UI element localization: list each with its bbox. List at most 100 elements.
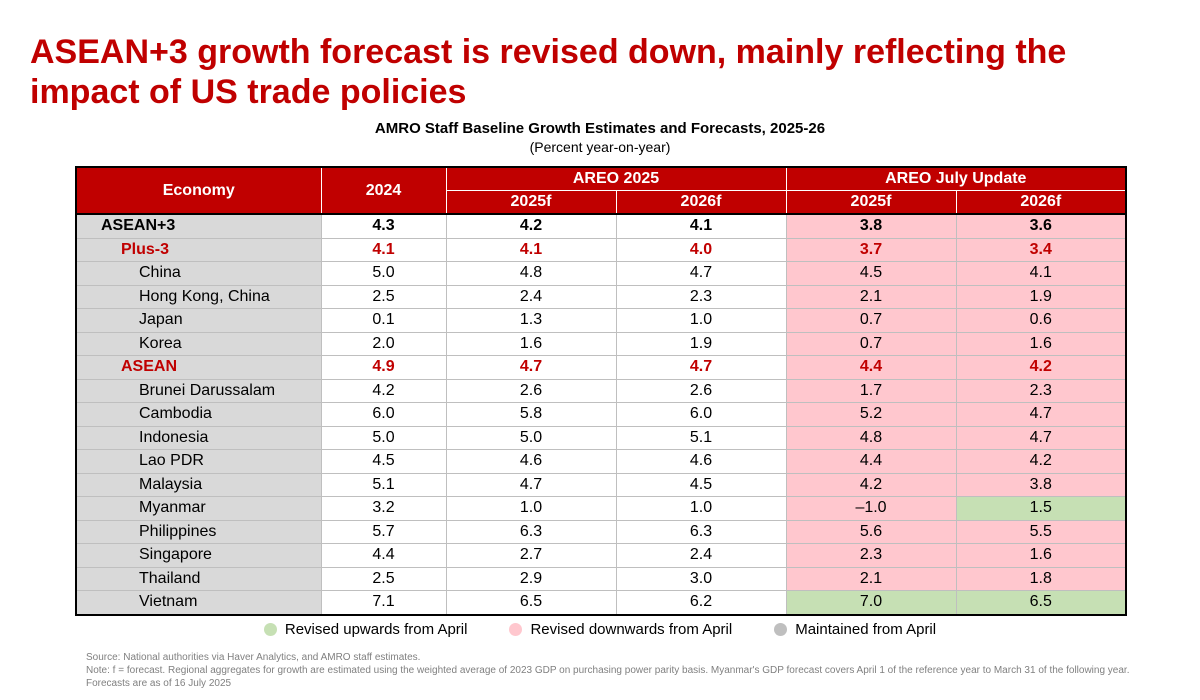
table-body: ASEAN+3 4.3 4.2 4.1 3.8 3.6 Plus-3 4.1 4.1 4.0 3.7… <box>75 213 1127 615</box>
value-u2025: 3.7 <box>785 237 957 262</box>
value-v2024: 4.3 <box>320 213 446 238</box>
value-v2024: 7.1 <box>320 590 446 615</box>
table-row: Singapore 4.4 2.7 2.4 2.3 1.6 <box>75 543 1127 567</box>
value-u2025: 5.2 <box>785 402 957 426</box>
value-u2026: 4.1 <box>955 261 1127 285</box>
value-u2026: 3.8 <box>955 472 1127 497</box>
value-u2026: 4.2 <box>955 449 1127 473</box>
value-v2024: 4.4 <box>320 543 446 567</box>
value-a2025: 1.6 <box>445 331 616 356</box>
value-u2025: 3.8 <box>785 213 957 238</box>
value-u2026: 2.3 <box>955 378 1127 403</box>
legend: Revised upwards from April Revised downw… <box>0 621 1200 638</box>
value-a2025: 1.3 <box>445 308 616 332</box>
table-row: Korea 2.0 1.6 1.9 0.7 1.6 <box>75 331 1127 356</box>
value-v2024: 4.2 <box>320 378 446 403</box>
header-update-2025f: 2025f <box>785 190 957 215</box>
value-u2026: 4.2 <box>955 355 1127 379</box>
value-v2024: 4.5 <box>320 449 446 473</box>
value-v2024: 5.0 <box>320 261 446 285</box>
legend-item-up: Revised upwards from April <box>263 621 468 638</box>
value-v2024: 0.1 <box>320 308 446 332</box>
header-economy: Economy <box>75 166 322 215</box>
table-row: Cambodia 6.0 5.8 6.0 5.2 4.7 <box>75 402 1127 426</box>
value-u2025: 2.1 <box>785 284 957 309</box>
value-a2026: 1.9 <box>615 331 787 356</box>
legend-dot-down-icon <box>509 623 523 636</box>
value-u2025: 0.7 <box>785 331 957 356</box>
method-note: Note: f = forecast. Regional aggregates … <box>86 665 1130 689</box>
economy-name: Hong Kong, China <box>75 284 321 309</box>
slide-title: ASEAN+3 growth forecast is revised down,… <box>30 33 1067 111</box>
value-a2025: 4.7 <box>445 472 616 497</box>
value-u2025: 4.5 <box>785 261 957 285</box>
value-a2025: 2.6 <box>445 378 616 403</box>
economy-name: Singapore <box>75 543 321 567</box>
value-u2026: 3.4 <box>955 237 1127 262</box>
economy-name: Philippines <box>75 519 321 544</box>
legend-dot-up-icon <box>263 623 277 636</box>
value-u2025: 4.8 <box>785 425 957 450</box>
value-a2026: 4.6 <box>615 449 787 473</box>
value-a2025: 4.2 <box>445 213 616 238</box>
economy-name: ASEAN+3 <box>75 213 321 238</box>
value-u2025: 5.6 <box>785 519 957 544</box>
economy-name: Thailand <box>75 566 321 591</box>
value-u2025: 1.7 <box>785 378 957 403</box>
value-u2025: 2.3 <box>785 543 957 567</box>
legend-dot-maintained-icon <box>774 623 788 636</box>
value-v2024: 6.0 <box>320 402 446 426</box>
value-a2025: 2.7 <box>445 543 616 567</box>
value-a2025: 4.7 <box>445 355 616 379</box>
economy-name: Cambodia <box>75 402 321 426</box>
value-u2025: 4.4 <box>785 355 957 379</box>
value-u2026: 4.7 <box>955 402 1127 426</box>
value-u2026: 0.6 <box>955 308 1127 332</box>
value-v2024: 3.2 <box>320 496 446 520</box>
value-v2024: 2.5 <box>320 284 446 309</box>
value-a2026: 3.0 <box>615 566 787 591</box>
value-a2026: 2.3 <box>615 284 787 309</box>
value-v2024: 5.0 <box>320 425 446 450</box>
table-row: Vietnam 7.1 6.5 6.2 7.0 6.5 <box>75 590 1127 615</box>
value-a2025: 6.5 <box>445 590 616 615</box>
value-a2026: 4.5 <box>615 472 787 497</box>
economy-name: Myanmar <box>75 496 321 520</box>
value-a2026: 1.0 <box>615 496 787 520</box>
table-row: China 5.0 4.8 4.7 4.5 4.1 <box>75 261 1127 285</box>
value-u2025: –1.0 <box>785 496 957 520</box>
value-u2026: 4.7 <box>955 425 1127 450</box>
value-a2026: 4.1 <box>615 213 787 238</box>
value-v2024: 2.0 <box>320 331 446 356</box>
value-a2026: 4.0 <box>615 237 787 262</box>
economy-name: Plus-3 <box>75 237 321 262</box>
value-u2026: 1.5 <box>955 496 1127 520</box>
value-v2024: 2.5 <box>320 566 446 591</box>
legend-label-maintained: Maintained from April <box>795 621 937 638</box>
value-a2026: 5.1 <box>615 425 787 450</box>
value-u2026: 6.5 <box>955 590 1127 615</box>
value-u2026: 1.6 <box>955 543 1127 567</box>
value-u2025: 2.1 <box>785 566 957 591</box>
value-a2026: 4.7 <box>615 355 787 379</box>
value-a2025: 2.4 <box>445 284 616 309</box>
table-row: Lao PDR 4.5 4.6 4.6 4.4 4.2 <box>75 449 1127 473</box>
table-row: Malaysia 5.1 4.7 4.5 4.2 3.8 <box>75 472 1127 497</box>
table-row: Plus-3 4.1 4.1 4.0 3.7 3.4 <box>75 237 1127 262</box>
value-u2026: 5.5 <box>955 519 1127 544</box>
value-a2025: 5.8 <box>445 402 616 426</box>
table-subtitle: (Percent year-on-year) <box>529 139 671 155</box>
table-row: Thailand 2.5 2.9 3.0 2.1 1.8 <box>75 566 1127 591</box>
economy-name: Korea <box>75 331 321 356</box>
value-a2025: 1.0 <box>445 496 616 520</box>
table-row: Philippines 5.7 6.3 6.3 5.6 5.5 <box>75 519 1127 544</box>
table-row: ASEAN 4.9 4.7 4.7 4.4 4.2 <box>75 355 1127 379</box>
table-row: Hong Kong, China 2.5 2.4 2.3 2.1 1.9 <box>75 284 1127 309</box>
source-note: Source: National authorities via Haver A… <box>86 652 421 663</box>
legend-label-up: Revised upwards from April <box>284 621 468 638</box>
legend-item-down: Revised downwards from April <box>509 621 732 638</box>
value-a2025: 5.0 <box>445 425 616 450</box>
value-a2025: 4.8 <box>445 261 616 285</box>
value-u2025: 0.7 <box>785 308 957 332</box>
economy-name: Vietnam <box>75 590 321 615</box>
